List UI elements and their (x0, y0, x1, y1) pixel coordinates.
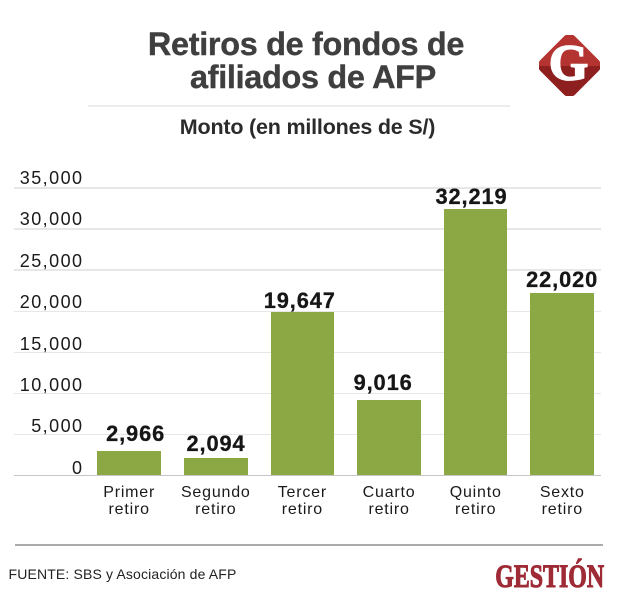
svg-text:G: G (549, 35, 588, 91)
